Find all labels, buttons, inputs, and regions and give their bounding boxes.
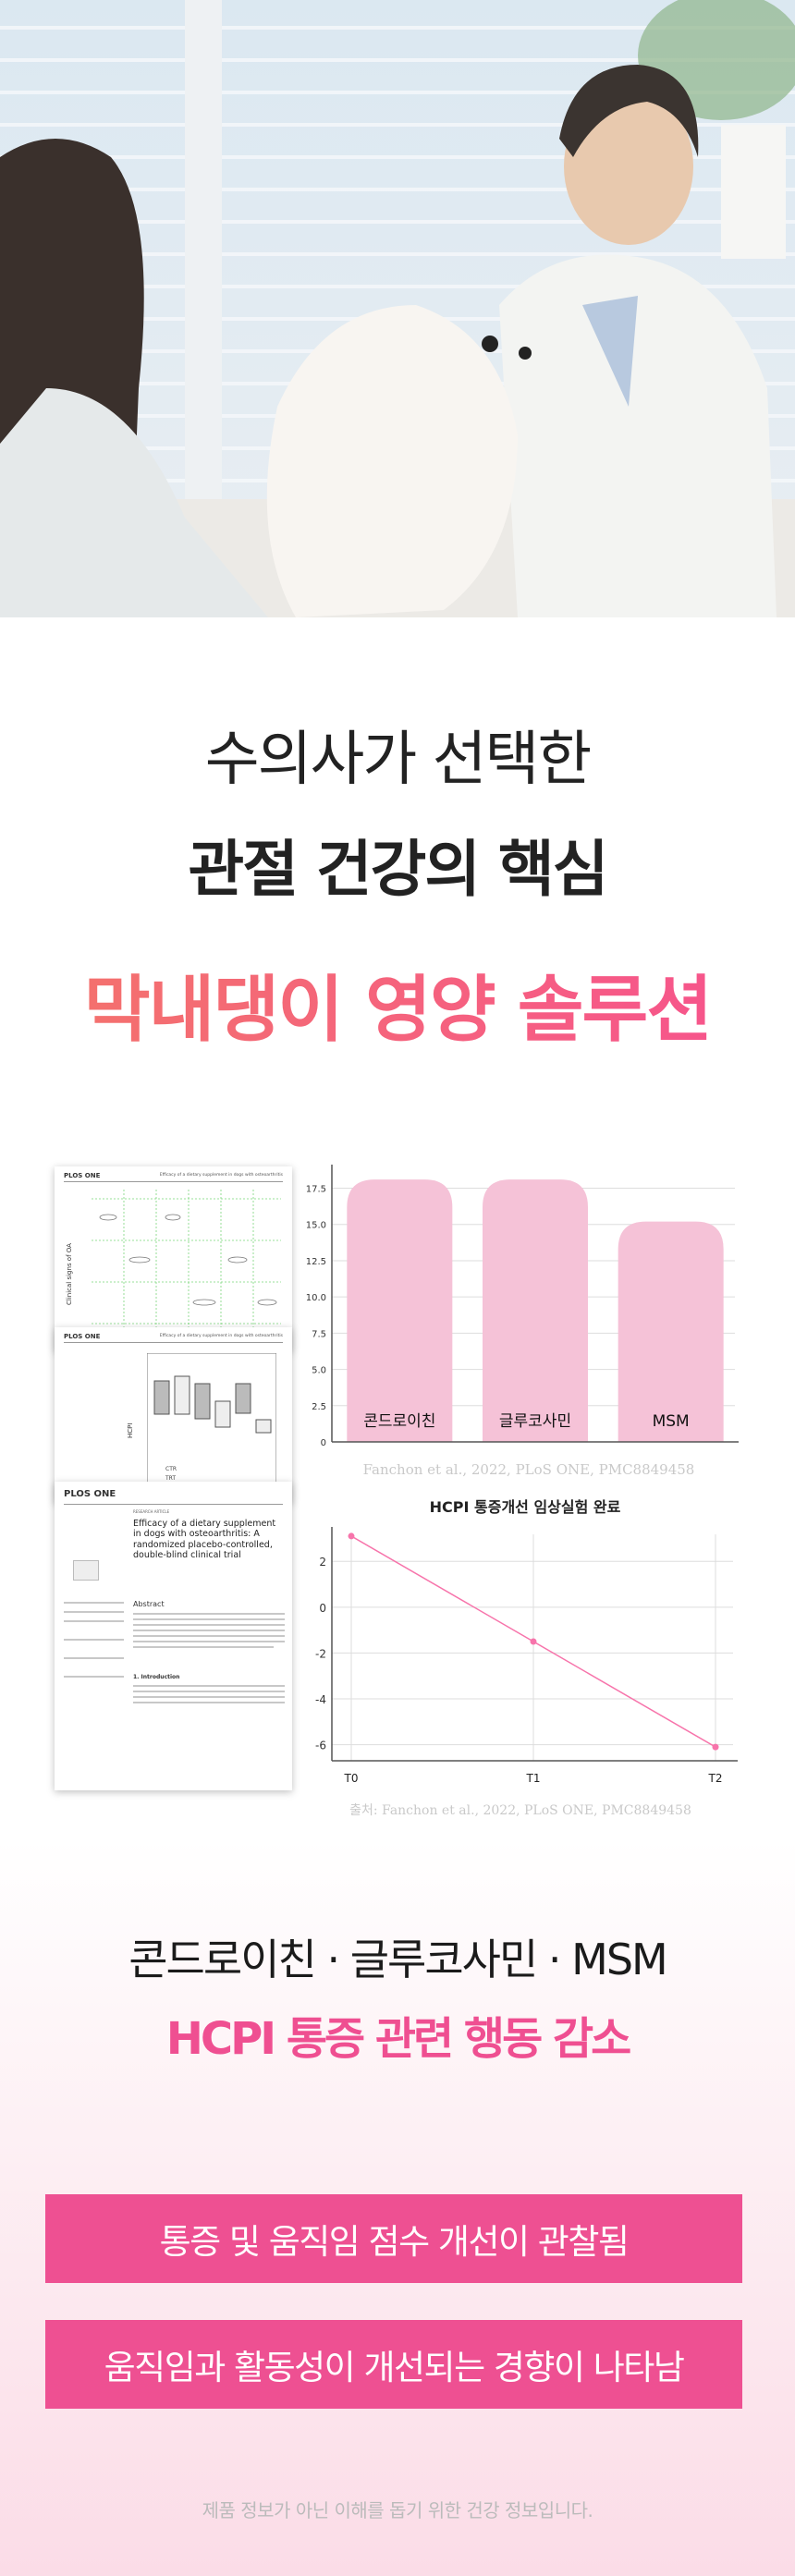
legend-ctr: CTR	[165, 1466, 177, 1472]
charts-area: 0 2.5 5.0 7.5 10.0 12.5 15.0 17.5 콘드로이친 글루코사민 MSM F…	[306, 1165, 739, 1818]
y-tick-label: 12.5	[306, 1257, 326, 1267]
journal-logo: PLOS ONE	[64, 1172, 101, 1179]
y-tick-label: 10.0	[306, 1293, 326, 1303]
hero-photo	[0, 0, 795, 617]
oa-axis-label: Clinical signs of OA	[66, 1243, 73, 1305]
y-tick-label: 15.0	[306, 1221, 326, 1231]
journal-logo: PLOS ONE	[64, 1489, 116, 1499]
bar	[347, 1179, 453, 1442]
intro-heading: 1. Introduction	[133, 1674, 180, 1680]
running-head: Efficacy of a dietary supplement in dogs…	[159, 1173, 283, 1178]
hcpi-axis-label: HCPI	[127, 1422, 134, 1438]
line-chart: HCPI 통증개선 임상실험 완료 2 0 -2 -4 -6 T0 T1 T2 출처: Fanch…	[315, 1498, 738, 1818]
chart-caption: 출처: Fanchon et al., 2022, PLoS ONE, PMC8…	[349, 1803, 691, 1818]
bar-chart: 0 2.5 5.0 7.5 10.0 12.5 15.0 17.5 콘드로이친 글루코사민 MSM F…	[306, 1165, 739, 1478]
running-head: Efficacy of a dietary supplement in dogs…	[159, 1334, 283, 1338]
bar-label: MSM	[653, 1412, 690, 1431]
bar	[483, 1179, 588, 1442]
header-rule	[64, 1181, 283, 1182]
headline-brand: 막내댕이 영양 솔루션	[0, 952, 795, 1056]
y-tick-label: 7.5	[312, 1329, 326, 1339]
bar-label: 콘드로이친	[363, 1412, 435, 1431]
x-tick-label: T1	[526, 1772, 541, 1785]
x-tick-label: T0	[344, 1772, 359, 1785]
benefit-banner-1: 통증 및 움직임 점수 개선이 관찰됨	[45, 2194, 742, 2283]
y-tick-label: -2	[315, 1647, 326, 1660]
data-point	[712, 1743, 719, 1751]
paper-page-boxplot: PLOS ONE Efficacy of a dietary supplemen…	[55, 1327, 292, 1503]
vet-with-dog-illustration	[0, 0, 795, 617]
headline-line-2: 관절 건강의 핵심	[188, 834, 609, 905]
legend-trt: TRT	[165, 1475, 177, 1482]
y-tick-label: 0	[319, 1602, 326, 1615]
y-tick-label: 17.5	[306, 1185, 326, 1195]
hcpi-headline: HCPI 통증 관련 행동 감소	[165, 2013, 632, 2065]
chart-caption: Fanchon et al., 2022, PLoS ONE, PMC88494…	[363, 1461, 695, 1478]
boxplot-figure	[147, 1353, 276, 1492]
y-tick-label: 2	[319, 1556, 326, 1569]
bar-label: 글루코사민	[499, 1412, 571, 1431]
chart-title: HCPI 통증개선 임상실험 완료	[430, 1498, 621, 1516]
check-updates-badge	[73, 1560, 99, 1581]
header-rule	[64, 1342, 283, 1343]
y-tick-label: 5.0	[312, 1366, 326, 1376]
y-tick-label: 0	[321, 1438, 326, 1448]
scatter-figure	[92, 1190, 281, 1347]
x-tick-label: T2	[708, 1772, 723, 1785]
article-type: RESEARCH ARTICLE	[133, 1509, 170, 1514]
paper-title: Efficacy of a dietary supplement in dogs…	[133, 1519, 276, 1561]
data-point	[348, 1532, 355, 1540]
paper-page-scatter: PLOS ONE Efficacy of a dietary supplemen…	[55, 1166, 292, 1351]
disclaimer: 제품 정보가 아닌 이해를 돕기 위한 건강 정보입니다.	[202, 2499, 593, 2521]
y-tick-label: -4	[315, 1693, 326, 1706]
journal-logo: PLOS ONE	[64, 1333, 101, 1340]
headline-line-1: 수의사가 선택한	[204, 726, 593, 794]
abstract-heading: Abstract	[133, 1600, 165, 1608]
ingredients-heading: 콘드로이친 · 글루코사민 · MSM	[128, 1935, 668, 1984]
header-rule	[64, 1504, 283, 1505]
bar	[618, 1221, 724, 1442]
benefit-banner-2: 움직임과 활동성이 개선되는 경향이 나타남	[45, 2320, 742, 2409]
y-tick-label: -6	[315, 1740, 326, 1752]
y-tick-label: 2.5	[312, 1402, 326, 1412]
data-point	[530, 1638, 537, 1645]
paper-page-front: PLOS ONE RESEARCH ARTICLE Efficacy of a …	[55, 1482, 292, 1790]
journal-name: PLOS ONE	[64, 1489, 116, 1499]
